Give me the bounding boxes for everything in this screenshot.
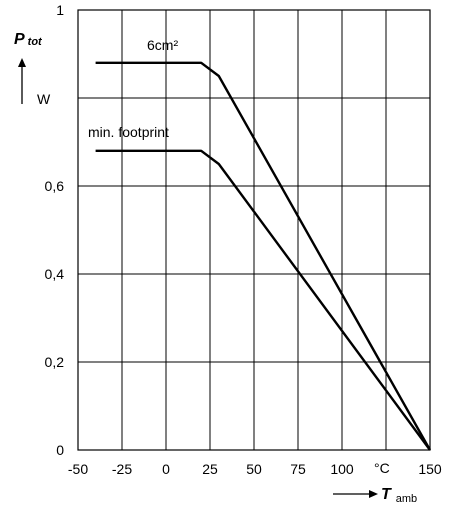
series-label-min-footprint: min. footprint: [88, 124, 169, 140]
y-tick-label: 0,6: [45, 178, 65, 194]
x-tick-label: 25: [202, 461, 218, 477]
x-unit-label: °C: [374, 460, 390, 476]
x-tick-label: -50: [68, 461, 88, 477]
y-axis-symbol: P: [14, 31, 25, 48]
series-line-6cm2: [95, 61, 432, 451]
y-arrow-icon: [18, 58, 26, 104]
x-tick-label: 75: [290, 461, 306, 477]
x-tick-label: 0: [162, 461, 170, 477]
y-unit-label: W: [37, 91, 51, 107]
y-tick-label: 0,2: [45, 354, 65, 370]
series-label-6cm2: 6cm²: [147, 37, 178, 53]
x-tick-label: 150: [418, 461, 442, 477]
x-axis-subscript: amb: [396, 493, 417, 505]
x-arrow-icon: [333, 490, 378, 498]
tick-labels: -50 -25 0 25 50 75 100 150 0 0,2 0,4 0,6 1: [45, 2, 442, 477]
x-tick-label: -25: [112, 461, 132, 477]
y-tick-label: 1: [56, 2, 64, 18]
series-group: [95, 61, 432, 451]
y-tick-label: 0,4: [45, 266, 65, 282]
y-axis-subscript: tot: [28, 36, 43, 48]
grid: [78, 10, 430, 450]
x-axis-symbol: T: [381, 486, 392, 503]
series-line-min-footprint: [95, 149, 431, 451]
x-tick-label: 100: [330, 461, 354, 477]
x-tick-label: 50: [246, 461, 262, 477]
y-tick-label: 0: [56, 442, 64, 458]
